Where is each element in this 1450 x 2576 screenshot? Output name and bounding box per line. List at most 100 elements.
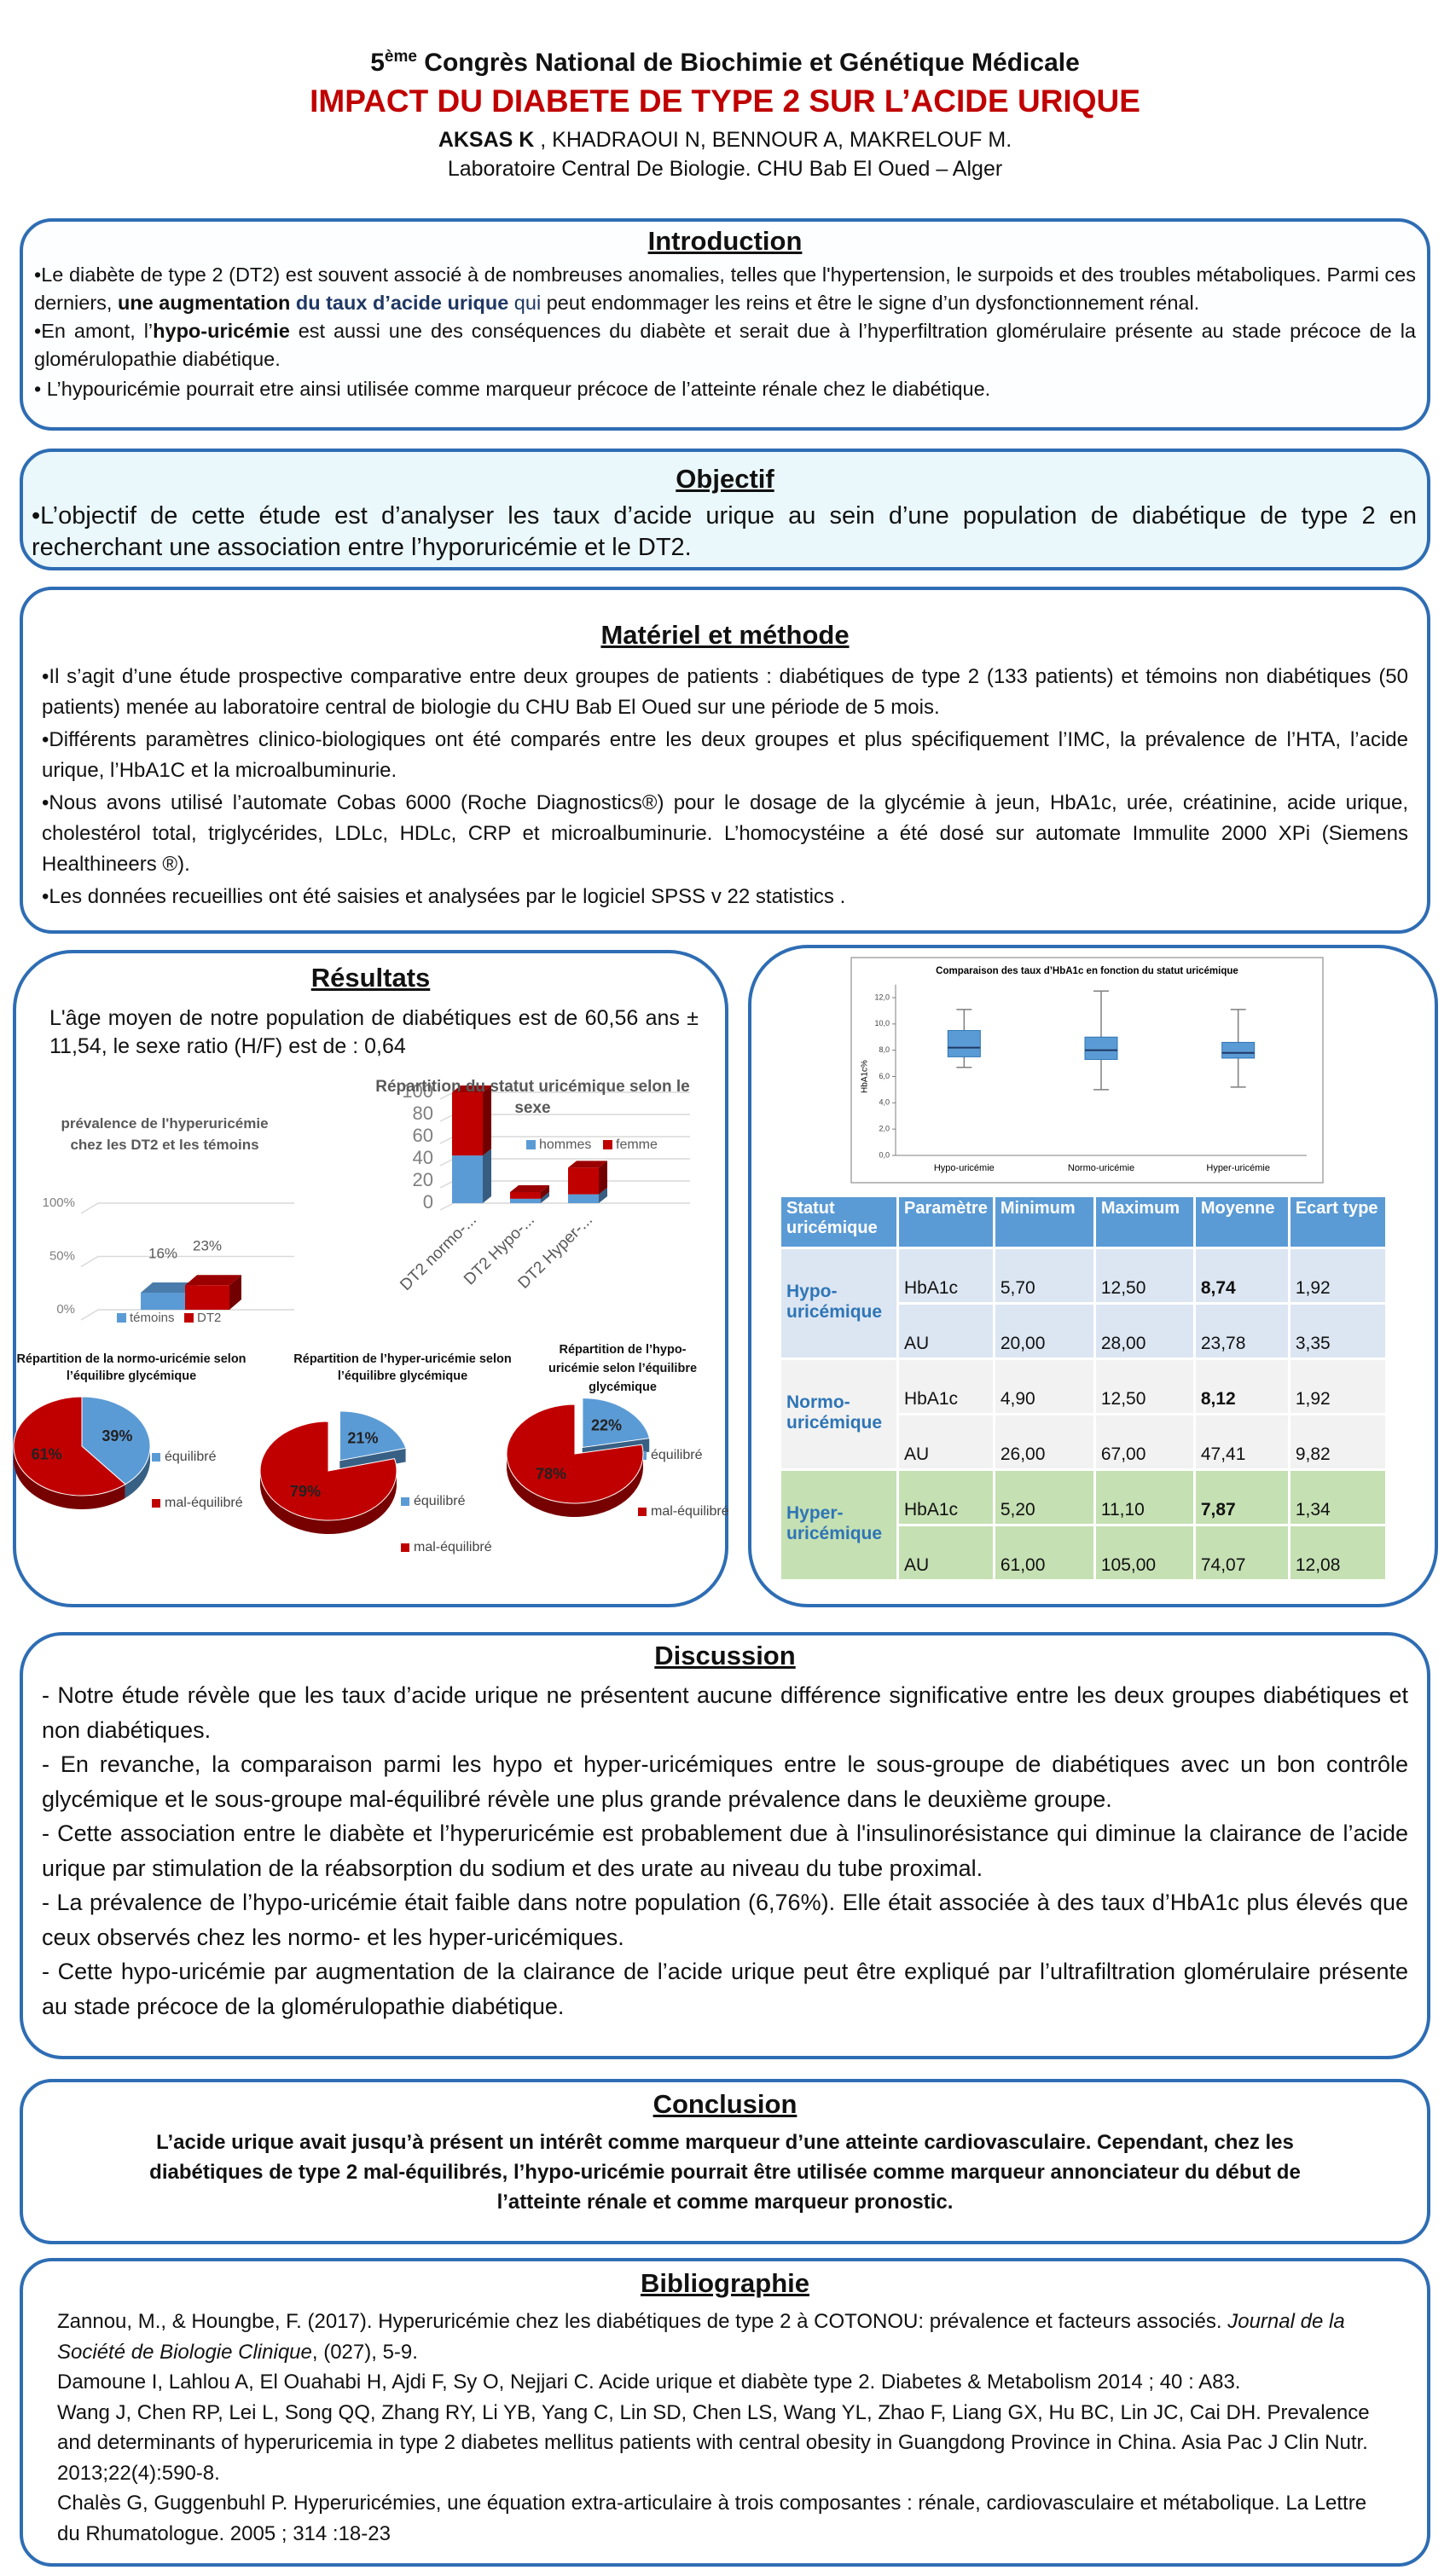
table-row: Normo-uricémique HbA1c 4,90 12,50 8,12 1,92 bbox=[781, 1360, 1385, 1468]
bar bbox=[452, 1092, 483, 1156]
text: •Le diabète de type 2 (DT2) est souvent … bbox=[34, 263, 1416, 314]
text: •En amont, l’ bbox=[34, 320, 154, 342]
legend-label: DT2 bbox=[197, 1311, 221, 1325]
table-cell: 9,82 bbox=[1290, 1415, 1385, 1468]
bar bbox=[510, 1192, 541, 1199]
bar bbox=[452, 1155, 483, 1203]
y-tick-label: 12,0 bbox=[874, 993, 890, 1001]
paragraph: •Le diabète de type 2 (DT2) est souvent … bbox=[34, 261, 1416, 317]
table-cell: 28,00 bbox=[1095, 1305, 1193, 1357]
y-tick-label: 20 bbox=[413, 1169, 433, 1190]
section-title: Objectif bbox=[676, 464, 774, 494]
paragraph: •En amont, l’hypo-uricémie est aussi une… bbox=[34, 317, 1416, 373]
legend-label: hommes bbox=[539, 1137, 591, 1152]
legend-swatch bbox=[152, 1453, 160, 1462]
chart-title: Répartition de l’hypo-uricémie selon l’é… bbox=[548, 1343, 698, 1394]
other-authors: , KHADRAOUI N, BENNOUR A, MAKRELOUF M. bbox=[534, 128, 1012, 152]
y-tick-label: 80 bbox=[413, 1103, 433, 1124]
bib-entry: Damoune I, Lahlou A, El Ouahabi H, Ajdi … bbox=[57, 2367, 1376, 2398]
chart-background bbox=[850, 957, 1324, 1184]
congress-sup: ème bbox=[384, 48, 417, 66]
conclusion-box: Conclusion L’acide urique avait jusqu’à … bbox=[20, 2079, 1430, 2244]
legend-label: équilibré bbox=[651, 1448, 703, 1462]
table-cell: 8,74 bbox=[1195, 1249, 1288, 1302]
paragraph: •Différents paramètres clinico-biologiqu… bbox=[42, 728, 1408, 782]
y-tick-label: 6,0 bbox=[879, 1072, 890, 1080]
congress-number: 5 bbox=[370, 49, 385, 77]
text: • L’hypouricémie pourrait etre ainsi uti… bbox=[34, 378, 991, 400]
table-header-cell: Minimum bbox=[995, 1197, 1093, 1247]
table: Statut uricémique Paramètre Minimum Maximum… bbox=[779, 1195, 1388, 1582]
table-cell: 47,41 bbox=[1195, 1415, 1288, 1468]
chart-title: Répartition du statut uricémique selon l… bbox=[375, 1078, 690, 1117]
table-group-label: Hypo-uricémique bbox=[781, 1249, 896, 1357]
data-label: 79% bbox=[290, 1483, 321, 1500]
paragraph: - Notre étude révèle que les taux d’acid… bbox=[42, 1682, 1408, 1743]
grid-line bbox=[80, 1202, 294, 1214]
legend-label: mal-équilibré bbox=[165, 1496, 243, 1510]
table-cell: 4,90 bbox=[995, 1360, 1093, 1413]
bibliography-text: Zannou, M., & Houngbe, F. (2017). Hyperu… bbox=[57, 2307, 1376, 2549]
bar-side bbox=[229, 1275, 241, 1310]
bar-side bbox=[483, 1085, 491, 1156]
methods-text: •Il s’agit d’une étude prospective compa… bbox=[42, 662, 1408, 914]
table-header-cell: Maximum bbox=[1095, 1197, 1193, 1247]
section-title: Discussion bbox=[654, 1641, 796, 1670]
bib-text: Damoune I, Lahlou A, El Ouahabi H, Ajdi … bbox=[57, 2370, 1241, 2394]
table-row: Hypo-uricémique HbA1c 5,70 12,50 8,74 1,92 bbox=[781, 1249, 1385, 1357]
text-bold: une augmentation bbox=[117, 292, 291, 314]
y-tick-label: 50% bbox=[49, 1248, 75, 1263]
table-cell: 20,00 bbox=[995, 1305, 1093, 1357]
objective-text: •L’objectif de cette étude est d’analyse… bbox=[32, 502, 1417, 561]
table-cell: AU bbox=[899, 1305, 993, 1357]
grid-line bbox=[80, 1255, 294, 1268]
box bbox=[947, 1030, 981, 1057]
discussion-box: Discussion - Notre étude révèle que les … bbox=[20, 1632, 1430, 2059]
bar-side bbox=[541, 1185, 549, 1199]
y-tick-label: 2,0 bbox=[879, 1125, 890, 1133]
bar-top bbox=[452, 1085, 491, 1092]
box bbox=[1221, 1041, 1256, 1059]
table-cell: 105,00 bbox=[1095, 1526, 1193, 1579]
bar bbox=[568, 1167, 599, 1195]
data-label: 61% bbox=[32, 1446, 62, 1463]
pie-slice bbox=[506, 1404, 644, 1504]
table-row: AU 26,00 67,00 47,41 9,82 bbox=[781, 1415, 1385, 1468]
paragraph: •Il s’agit d’une étude prospective compa… bbox=[42, 665, 1408, 719]
poster-title: IMPACT DU DIABETE DE TYPE 2 SUR L’ACIDE … bbox=[310, 84, 1140, 119]
x-tick-label: Normo-uricémie bbox=[1068, 1163, 1134, 1173]
discussion-text: - Notre étude révèle que les taux d’acid… bbox=[42, 1678, 1408, 2023]
table-cell: HbA1c bbox=[899, 1471, 993, 1524]
legend-swatch bbox=[526, 1140, 536, 1149]
pie-slice bbox=[339, 1410, 407, 1462]
y-axis-label: HbA1c% bbox=[861, 1060, 870, 1093]
data-label: 39% bbox=[102, 1427, 132, 1444]
text: peut endommager les reins et être le sig… bbox=[541, 292, 1200, 314]
y-tick-label: 0% bbox=[56, 1302, 75, 1317]
objective-box: Objectif •L’objectif de cette étude est … bbox=[20, 449, 1430, 570]
legend-label: témoins bbox=[130, 1311, 175, 1325]
bar-top bbox=[185, 1275, 241, 1286]
text-bold: hypo-uricémie bbox=[153, 320, 290, 342]
table-row: AU 61,00 105,00 74,07 12,08 bbox=[781, 1526, 1385, 1579]
chart-title: Répartition de l’hyper-uricémie selon l’… bbox=[293, 1352, 512, 1383]
text-highlight: qui bbox=[508, 292, 542, 314]
legend-swatch bbox=[401, 1543, 409, 1552]
conclusion-text: L’acide urique avait jusqu’à présent un … bbox=[149, 2131, 1301, 2214]
bar bbox=[185, 1285, 229, 1310]
paragraph: •Nous avons utilisé l’automate Cobas 600… bbox=[42, 791, 1408, 876]
table-header-cell: Moyenne bbox=[1195, 1197, 1288, 1247]
legend-swatch bbox=[401, 1497, 409, 1506]
first-author: AKSAS K bbox=[438, 128, 535, 152]
x-tick-label: Hyper-uricémie bbox=[1206, 1163, 1270, 1173]
data-label: 16% bbox=[148, 1245, 177, 1261]
paragraph: - En revanche, la comparaison parmi les … bbox=[42, 1751, 1408, 1812]
section-title: Résultats bbox=[310, 963, 431, 993]
table-cell: AU bbox=[899, 1415, 993, 1468]
bib-entry: Wang J, Chen RP, Lei L, Song QQ, Zhang R… bbox=[57, 2398, 1376, 2489]
results-text: L'âge moyen de notre population de diabé… bbox=[49, 1006, 699, 1058]
y-tick-label: 100% bbox=[43, 1195, 75, 1210]
paragraph: - Cette hypo-uricémie par augmentation d… bbox=[42, 1959, 1408, 2019]
table-cell: 74,07 bbox=[1195, 1526, 1288, 1579]
